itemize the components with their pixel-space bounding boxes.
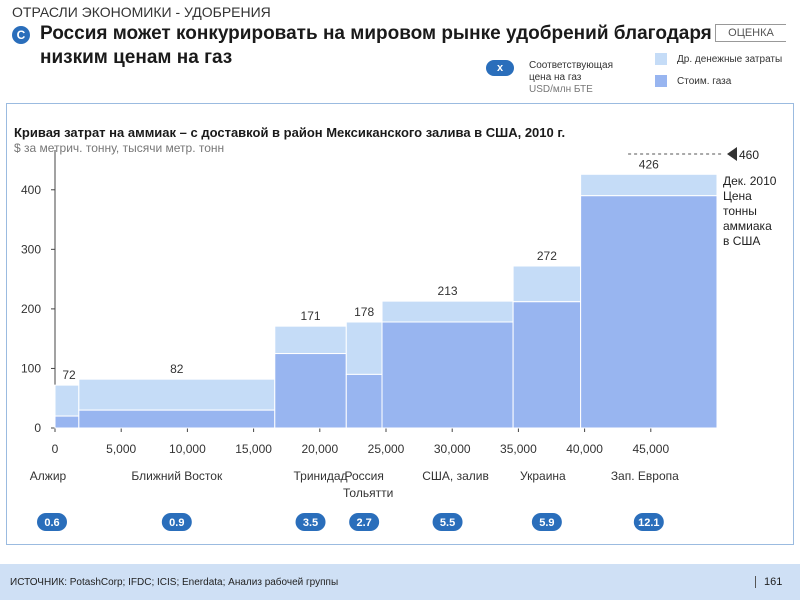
x-tick-label: 15,000 [235,442,272,456]
gas-price-label: 5.5 [440,517,455,529]
cost-curve-chart: 0 100 200 300 400 0 5,000 10,000 15,000 20,000 25,… [21,147,777,531]
bar-other-costs [78,378,276,411]
bar-gas-cost [54,415,80,429]
bar-other-costs [54,384,80,417]
price-line-label: 460 [739,148,759,162]
source-note: ИСТОЧНИК: PotashCorp; IFDC; ICIS; Enerda… [10,577,339,588]
legend-gas-price-unit: USD/млн БТЕ [529,84,593,95]
region-label: Тринидад [294,469,348,483]
price-annotation-line: аммиака [723,219,772,233]
bar-total-label: 272 [537,249,557,263]
x-tick-label: 10,000 [169,442,206,456]
y-tick-label: 0 [34,421,41,435]
x-tick-label: 45,000 [632,442,669,456]
legend-gas-price-line1: Соответствующая [529,60,613,71]
bar-other-costs [345,321,383,375]
gas-price-badge [161,513,192,531]
region-label: Россия [344,469,383,483]
x-tick-label: 20,000 [301,442,338,456]
bar-total-label: 171 [301,309,321,323]
bar-total-label: 82 [170,362,184,376]
bar-total-label: 178 [354,305,374,319]
page-number: 161 [755,576,782,588]
price-annotation-line: в США [723,234,760,248]
bar-total-label: 426 [639,157,659,171]
chart-title: Кривая затрат на аммиак – с доставкой в … [14,125,566,140]
legend-gas-cost-label: Стоим. газа [677,76,732,87]
y-tick-label: 100 [21,361,41,375]
gas-price-badge [432,513,463,531]
price-annotation-line: Дек. 2010 [723,174,777,188]
bar-other-costs [512,265,582,303]
gas-price-badge [633,513,664,531]
region-label: США, залив [422,469,489,483]
gas-price-label: 2.7 [357,517,372,529]
bar-other-costs [580,173,718,197]
legend-gas-price-line2: цена на газ [529,72,582,83]
gas-price-label: 0.6 [44,517,59,529]
gas-price-label: 5.9 [539,517,554,529]
bar-gas-cost [381,321,514,429]
bar-gas-cost [512,301,582,429]
x-tick-label: 35,000 [500,442,537,456]
bar-gas-cost [78,409,276,429]
region-label: Зап. Европа [611,469,679,483]
price-annotation-line: Цена [723,189,752,203]
legend-gas-price-text: Соответствующая цена на газ USD/млн БТЕ [529,60,613,96]
bar-total-label: 72 [62,368,76,382]
x-tick-label: 25,000 [368,442,405,456]
x-tick-label: 0 [52,442,59,456]
region-label: Ближний Восток [131,469,223,483]
footer-bar [0,564,800,600]
price-line-arrow [727,147,737,162]
x-tick-label: 30,000 [434,442,471,456]
gas-price-badge [295,513,326,531]
region-label: Украина [520,469,566,483]
bar-gas-cost [274,353,347,429]
legend-gas-price-badge: x [486,60,514,76]
region-label: Тольятти [343,486,393,500]
bar-other-costs [274,325,347,355]
chart-subtitle: $ за метрич. тонну, тысячи метр. тонн [14,141,225,155]
gas-price-badge [37,513,67,531]
bar-gas-cost [345,373,383,429]
bar-gas-cost [580,195,718,429]
gas-price-label: 0.9 [169,517,184,529]
y-tick-label: 300 [21,242,41,256]
x-tick-label: 5,000 [106,442,136,456]
legend-swatch-gas-cost [655,75,667,87]
gas-price-label: 12.1 [638,517,659,529]
gas-price-badge [531,513,562,531]
price-annotation-line: тонны [723,204,757,218]
chart-panel [6,103,794,545]
y-tick-label: 200 [21,302,41,316]
gas-price-label: 3.5 [303,517,318,529]
legend-swatch-other-costs [655,53,667,65]
section-badge: C [12,26,30,44]
page-title: Россия может конкурировать на мировом ры… [40,23,712,68]
assessment-tag: ОЦЕНКА [715,24,786,42]
legend-other-costs-label: Др. денежные затраты [677,54,783,65]
bar-total-label: 213 [438,284,458,298]
bar-other-costs [381,300,514,323]
region-label: Алжир [30,469,67,483]
x-tick-label: 40,000 [566,442,603,456]
y-tick-label: 400 [21,183,41,197]
gas-price-badge [349,513,380,531]
section-title: ОТРАСЛИ ЭКОНОМИКИ - УДОБРЕНИЯ [12,4,271,20]
